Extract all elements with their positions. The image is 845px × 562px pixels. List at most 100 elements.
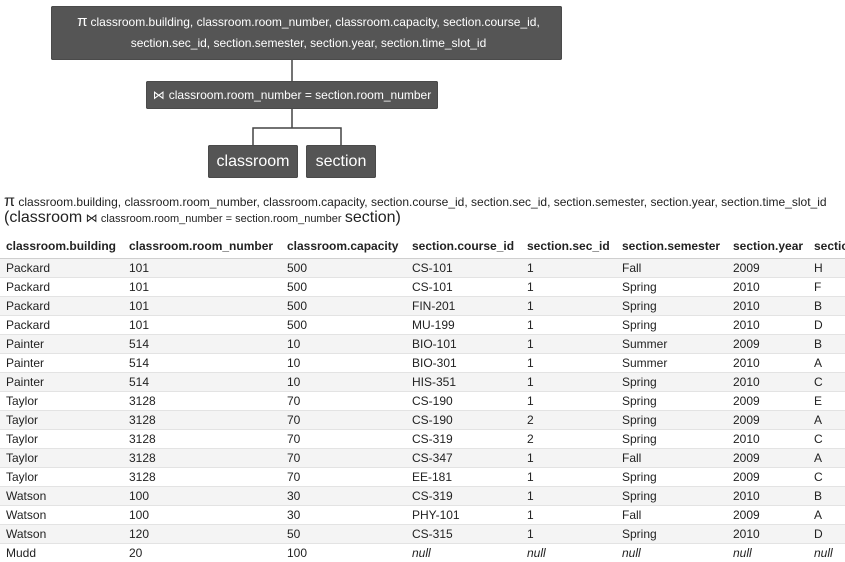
table-cell: Spring xyxy=(616,295,727,315)
table-cell: 2009 xyxy=(727,390,808,410)
table-cell: 2010 xyxy=(727,314,808,334)
table-cell: 1 xyxy=(521,352,616,372)
table-cell: Taylor xyxy=(0,466,123,486)
table-cell: 1 xyxy=(521,314,616,334)
column-header[interactable]: classroom.capacity xyxy=(281,235,406,259)
table-body: Packard 101 500 CS-101 1 Fall 2009 H Packard 101 5… xyxy=(0,257,845,562)
table-cell: 2010 xyxy=(727,428,808,448)
table-cell: 70 xyxy=(281,428,406,448)
table-cell: 100 xyxy=(123,485,281,505)
table-cell: Packard xyxy=(0,276,123,296)
table-row: Packard 101 500 CS-101 1 Spring 2010 F xyxy=(0,276,845,296)
relation-node-section[interactable]: section xyxy=(306,145,376,178)
table-row: Painter 514 10 BIO-301 1 Summer 2010 A xyxy=(0,352,845,372)
table-cell: Watson xyxy=(0,523,123,543)
relation-node-classroom[interactable]: classroom xyxy=(208,145,298,178)
table-cell: 1 xyxy=(521,371,616,391)
column-header[interactable]: section.sec_id xyxy=(521,235,616,259)
table-cell: null xyxy=(616,542,727,562)
table-cell: Painter xyxy=(0,333,123,353)
table-cell: 2009 xyxy=(727,504,808,524)
table-cell: 50 xyxy=(281,523,406,543)
column-header[interactable]: classroom.room_number xyxy=(123,235,281,259)
table-cell: 100 xyxy=(123,504,281,524)
table-row: Packard 101 500 FIN-201 1 Spring 2010 B xyxy=(0,295,845,315)
table-cell: CS-190 xyxy=(406,409,521,429)
table-cell: null xyxy=(406,542,521,562)
table-cell: B xyxy=(808,333,845,353)
table-row: Packard 101 500 MU-199 1 Spring 2010 D xyxy=(0,314,845,334)
table-cell: A xyxy=(808,447,845,467)
table-cell: 10 xyxy=(281,371,406,391)
column-header[interactable]: classroom.building xyxy=(0,235,123,259)
table-row: Watson 100 30 CS-319 1 Spring 2010 B xyxy=(0,485,845,505)
table-cell: Taylor xyxy=(0,428,123,448)
table-cell: Spring xyxy=(616,428,727,448)
table-cell: 30 xyxy=(281,504,406,524)
projection-node[interactable]: π classroom.building, classroom.room_numb… xyxy=(51,6,562,60)
table-cell: Fall xyxy=(616,504,727,524)
table-cell: 2010 xyxy=(727,352,808,372)
table-cell: 2009 xyxy=(727,447,808,467)
table-cell: C xyxy=(808,371,845,391)
table-cell: Taylor xyxy=(0,390,123,410)
table-cell: 3128 xyxy=(123,409,281,429)
join-node[interactable]: ⋈ classroom.room_number = section.room_nu… xyxy=(146,81,438,109)
table-cell: Watson xyxy=(0,485,123,505)
column-header[interactable]: section.course_id xyxy=(406,235,521,259)
table-cell: Spring xyxy=(616,314,727,334)
table-cell: Taylor xyxy=(0,409,123,429)
table-cell: HIS-351 xyxy=(406,371,521,391)
table-cell: 2010 xyxy=(727,523,808,543)
table-cell: 101 xyxy=(123,314,281,334)
table-cell: Fall xyxy=(616,447,727,467)
table-row: Taylor 3128 70 EE-181 1 Spring 2009 C xyxy=(0,466,845,486)
column-header[interactable]: section.year xyxy=(727,235,808,259)
table-cell: CS-319 xyxy=(406,428,521,448)
table-cell: BIO-301 xyxy=(406,352,521,372)
table-cell: 1 xyxy=(521,295,616,315)
join-symbol: ⋈ xyxy=(152,88,165,102)
table-cell: BIO-101 xyxy=(406,333,521,353)
table-cell: 500 xyxy=(281,314,406,334)
table-cell: 1 xyxy=(521,485,616,505)
result-table-container[interactable]: classroom.building classroom.room_number c… xyxy=(0,235,845,562)
table-cell: CS-101 xyxy=(406,276,521,296)
table-cell: 101 xyxy=(123,276,281,296)
column-header[interactable]: section.semester xyxy=(616,235,727,259)
table-cell: 70 xyxy=(281,447,406,467)
table-cell: 30 xyxy=(281,485,406,505)
table-cell: Mudd xyxy=(0,542,123,562)
table-cell: C xyxy=(808,428,845,448)
table-cell: 70 xyxy=(281,466,406,486)
table-row: Watson 100 30 PHY-101 1 Fall 2009 A xyxy=(0,504,845,524)
result-table: classroom.building classroom.room_number c… xyxy=(0,235,845,562)
table-cell: Spring xyxy=(616,523,727,543)
table-cell: A xyxy=(808,504,845,524)
table-cell: B xyxy=(808,295,845,315)
table-row: Taylor 3128 70 CS-190 2 Spring 2009 A xyxy=(0,409,845,429)
table-cell: H xyxy=(808,257,845,277)
expr-projection-attrs: classroom.building, classroom.room_numbe… xyxy=(18,195,827,209)
table-cell: CS-190 xyxy=(406,390,521,410)
table-cell: 514 xyxy=(123,352,281,372)
projection-symbol: π xyxy=(77,13,88,30)
table-cell: Packard xyxy=(0,314,123,334)
table-cell: 1 xyxy=(521,466,616,486)
table-cell: CS-101 xyxy=(406,257,521,277)
table-cell: Spring xyxy=(616,485,727,505)
table-cell: 3128 xyxy=(123,390,281,410)
table-header-row: classroom.building classroom.room_number c… xyxy=(0,235,845,259)
table-cell: 2009 xyxy=(727,333,808,353)
table-cell: 10 xyxy=(281,352,406,372)
table-cell: 2 xyxy=(521,428,616,448)
table-cell: 1 xyxy=(521,276,616,296)
table-row: Taylor 3128 70 CS-190 1 Spring 2009 E xyxy=(0,390,845,410)
table-cell: 3128 xyxy=(123,428,281,448)
table-cell: 514 xyxy=(123,371,281,391)
table-cell: 20 xyxy=(123,542,281,562)
table-row: Taylor 3128 70 CS-319 2 Spring 2010 C xyxy=(0,428,845,448)
column-header[interactable]: section.time_slot_id xyxy=(808,235,845,259)
table-cell: 2010 xyxy=(727,295,808,315)
